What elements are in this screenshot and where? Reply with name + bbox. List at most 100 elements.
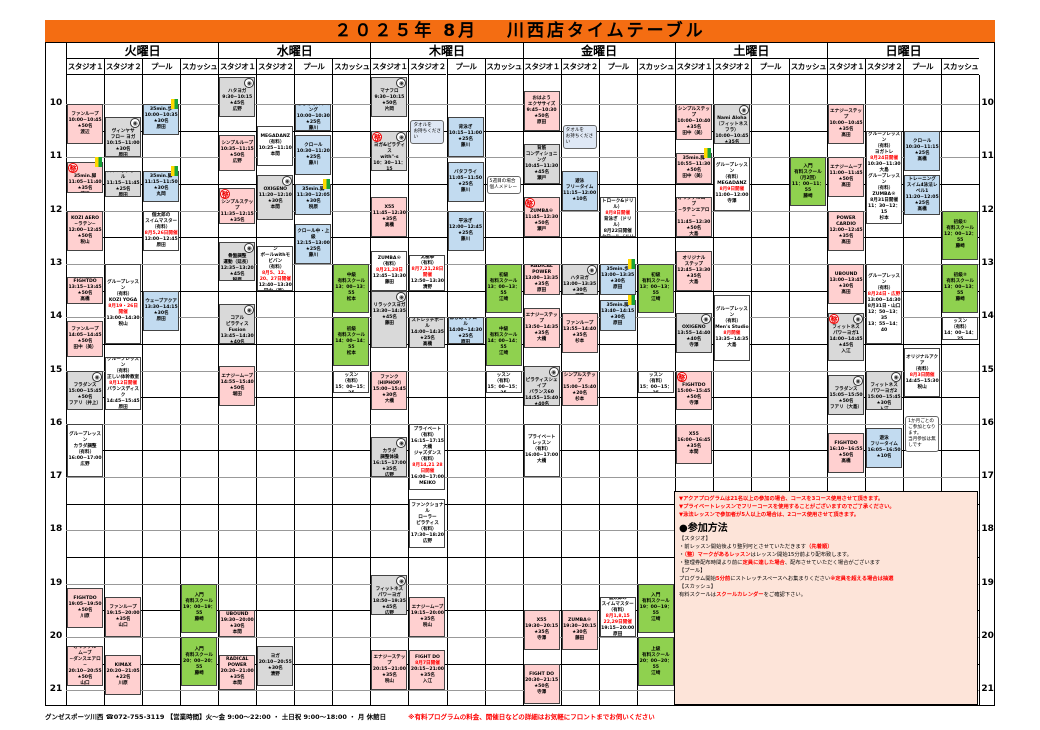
lesson-block[interactable]: 遊泳 フリータイム 11:15~12:00 ★10名 (561, 170, 598, 211)
lesson-block[interactable]: ファンループ 13:55~14:40 ★35名 杉本 (561, 312, 598, 353)
lesson-block[interactable]: KIMAX 20:20~21:05 ★22名 川原 (105, 654, 142, 695)
lesson-block[interactable]: 初級 有料スクール 13：00~13：55 江崎 (485, 263, 522, 313)
lesson-block[interactable]: POWER CARDIO 12:00~12:45 ★35名 高田 (828, 210, 865, 251)
lesson-block[interactable]: RADICAL POWER 13:00~13:35 ★35名 原田 (523, 263, 560, 295)
lesson-block[interactable]: 中級 有料スクール 13：00~13：55 松本 (333, 263, 370, 313)
lesson-block[interactable]: シンプルループ 10:35~11:15 ★50名 広野 (219, 134, 256, 171)
footprint-icon: ◉ (244, 78, 255, 89)
lesson-block[interactable]: プライベートレッスン（有料）15：00~15：25 (637, 370, 674, 393)
lesson-block[interactable]: オリジナル ステップ 12:45~13:30 ★35名 大島 (675, 250, 712, 291)
lesson-block[interactable]: プライベートレッスン（有料）15：00~15：25 (485, 370, 522, 393)
lesson-block[interactable]: ファンループ 14:05~14:45 ★50名 田中（美） (67, 321, 104, 358)
lesson-block[interactable]: 35min.脚 10:55~11:30 ★50名 田中（美） (675, 153, 712, 184)
lesson-block[interactable]: 上級 有料スクール 20：00~20：55 江崎 (637, 637, 674, 687)
lesson-block[interactable]: ZUMBA® （有料） 8月21,28日 12:45~13:30 藤田 (371, 250, 408, 291)
lesson-block[interactable]: FIGHTDO 13:15~13:45 ★50名 高橋 (67, 277, 104, 304)
lesson-block[interactable]: ZUMBA® 19:30~20:15 ★30名 藤田 (561, 610, 598, 651)
lesson-block[interactable]: リラックスヨガ 13:30~14:35 ★45名 藤田 (371, 290, 408, 349)
lesson-block[interactable]: FIGHT DO 20:30~21:15 ★50名 寺澤 (523, 663, 560, 704)
lesson-block[interactable]: UBOUND 13:00~13:45 ★30名 高田 (828, 263, 865, 304)
lesson-block[interactable]: ストレッチポール 14:00~14:35 ★25名 高橋 (409, 317, 446, 349)
lesson-block[interactable]: FIGHT DO 8月7日開催 20:15~21:00 ★35名 入江 (409, 650, 446, 691)
lesson-block[interactable]: クロール中・上級 12:15~13:00 ★25名 藤川 (295, 223, 332, 264)
lesson-block[interactable]: プライベート （有料） 16:15~17:15 大橋 ジャズダンス （有料） 8月14,21… (409, 423, 446, 491)
lesson-block[interactable]: グループレッスン （有料） Men's Studio 8月開催 13:35~14:35 大… (713, 294, 750, 362)
lesson-block[interactable]: 初級① 有料スクール 12：00~12：55 藤崎 (942, 210, 979, 260)
lesson-block[interactable]: X55 11:45~12:30 ★35名 高橋 (371, 197, 408, 238)
lesson-block[interactable]: ヴィンヤサ フロー ヨガ 10:15~11:00 ★30名 原田 (105, 117, 142, 158)
lesson-block[interactable]: 遊泳 フリータイム 16:05~16:50 ★10名 (866, 428, 903, 469)
lesson-block[interactable]: 35min.脚 11:15~11:50 ★30名 丸岡 (143, 170, 180, 202)
lesson-block[interactable]: RADICAL POWER 20:20~21:00 ★35名 本間 (219, 654, 256, 691)
lesson-block[interactable]: はじめてクロール 14:00~14:30 ★25名 原田 (447, 317, 484, 344)
lesson-block[interactable]: グループレッスン （有料） 正しい体幹教室 8月12日開催 バランスディスク 14:45~… (105, 357, 142, 411)
lesson-block[interactable]: ウェーブアクア 13:30~14:15 ★30名 原田 (143, 290, 180, 331)
lesson-block[interactable]: プライベート レッスン （有料） 16:00~17:00 大橋 (523, 423, 560, 478)
lesson-block[interactable]: FIGHTDO 16:10~16:55 ★50名 高橋 (828, 432, 865, 473)
lesson-block[interactable]: 初級 有料スクール 14：00~14：55 松本 (333, 317, 370, 367)
lesson-block[interactable]: はじめてスイミング 10:00~10:30 ★25名 藤川 (295, 104, 332, 131)
lesson-block[interactable]: 入門 有料スクール （月2回） 11：00~11：55 藤崎 (789, 157, 826, 207)
lesson-block[interactable]: ファンクショナル ローラー ピラティス （有料） 17:30~18:20 広野 (409, 499, 446, 548)
lesson-block[interactable]: 初級 有料スクール 13：00~13：55 江崎 (637, 263, 674, 313)
lesson-block[interactable]: ヨガ 20:10~20:55 ★30名 清野 (257, 646, 294, 687)
lesson-block[interactable]: シンプルステップ 10:00~10:40 ★35名 田中（美） (675, 104, 712, 140)
lesson-block[interactable]: プライベートレッスン（有料）14：00~14：25 (942, 317, 979, 340)
lesson-block[interactable]: UBOUND 19:30~20:00 ★30名 本間 (219, 610, 256, 637)
lesson-block[interactable]: 個太郎の スイムマスター （有料） 8月1,8,15 22,29日開催 19:15~20… (599, 597, 636, 637)
lesson-text: 税山 (384, 679, 395, 685)
lesson-block[interactable]: X55 19:30~20:15 ★35名 寺澤 (523, 610, 560, 651)
lesson-block[interactable]: エナジームーブ 14:55~15:40 ★50名 堀田 (219, 366, 256, 407)
lesson-block[interactable]: グループレッスン（有料）バタフライ（ストローク&ドリル）8月8日開催背泳ぎ（ドリ… (599, 197, 636, 238)
lesson-block[interactable]: 背泳ぎ 10:15~11:00 ★25名 藤川 (447, 117, 484, 158)
lesson-block[interactable]: 背筋 コンディショニング 10:45~11:30 ★45名 瀬戸 (523, 143, 560, 184)
lesson-block[interactable]: ファンループ 19:15~20:00 ★35名 山口 (105, 597, 142, 637)
lesson-block[interactable]: 入門 有料スクール 19：00~19：55 藤崎 (181, 583, 218, 633)
lesson-block[interactable]: グループレッスン （有料） ヨガトレ 8月24日開催 10:30~11:30 大島 グループ… (866, 130, 903, 224)
lesson-block[interactable]: おはよう エクササイズ 9:45~10:30 ★50名 原田 (523, 90, 560, 131)
lesson-block[interactable]: 35min.脚 11:30~12:05 ★30名 税原 (295, 183, 332, 215)
lesson-block[interactable]: トレーニング スイム4泳法レベル1 11:20~12:05 ★25名 高橋 (904, 174, 941, 215)
lesson-block[interactable]: シンプルステップ 15:00~15:40 ★20名 杉本 (561, 370, 598, 407)
lesson-block[interactable]: エナジーステップ 13:50~14:35 ★35名 大橋 (523, 308, 560, 349)
lesson-block[interactable]: MEGADANZ （有料） 10:25~11:10 本間 (257, 126, 294, 167)
lesson-block[interactable]: FIGHTDO 15:00~15:45 ★50名 寺澤 (675, 370, 712, 411)
lesson-block[interactable]: 平泳ぎ 12:00~12:45 ★25名 藤川 (447, 210, 484, 251)
lesson-block[interactable]: 入門 有料スクール 20：00~20：55 藤崎 (181, 637, 218, 687)
lesson-block[interactable]: オリジナルムーブ ~ラテンエアロ~ 11:45~12:30 ★50名 大島 (675, 197, 712, 238)
lesson-block[interactable]: ストレッチポール 11:15~11:45 ★25名 原田 (105, 170, 142, 198)
lesson-block[interactable]: Nami Aloha（フィットネスフラ）10:00~10:45★35名堀田 (713, 104, 750, 144)
lesson-block[interactable]: グループレッスン （有料） KOZI YOGA 8月19・26日開催 13:00~14:… (105, 263, 142, 344)
lesson-block[interactable]: X55 16:00~16:45 ★35名 本間 (675, 423, 712, 464)
lesson-block[interactable]: 35min.歩 13:00~13:35 ★30名 原田 (599, 263, 636, 295)
lesson-block[interactable]: 太極拳 （有料） 8月7,21,28日開催 12:50~13:30 清野 (409, 254, 446, 291)
lesson-block[interactable]: ファンループ 10:00~10:45 ★50名 渡辺 (67, 104, 104, 144)
lesson-block[interactable]: 35min.歩 10:00~10:35 ★30名 原田 (143, 104, 180, 135)
lesson-block[interactable]: オリジナルアクア （有料） 8月3日開催 14:45~15:30 税山 (904, 348, 941, 398)
lesson-block[interactable]: バタフライ 11:05~11:50 ★25名 藤川 (447, 161, 484, 202)
lesson-block[interactable]: クロール 10:30~11:15 ★25名 高橋 (904, 130, 941, 171)
lesson-block[interactable]: エナジーステップ 10:00~10:45 ★35名 高田 (828, 104, 865, 144)
lesson-block[interactable]: エナジームーブ 19:15~20:00 ★35名 税山 (409, 597, 446, 637)
lesson-block[interactable]: グループレッスン （有料） MEGADANZ 8月9日開催 11:00~12:00 寺澤 (713, 157, 750, 211)
lesson-block[interactable]: 初級② 有料スクール 13：00~13：55 藤崎 (942, 263, 979, 313)
lesson-block[interactable]: エナジーステップ 20:15~21:00 ★35名 税山 (371, 650, 408, 691)
lesson-block[interactable]: 入門 有料スクール 19：00~19：55 江崎 (637, 583, 674, 633)
lesson-block[interactable]: 35min.脚 13:40~14:15 ★30名 原田 (599, 299, 636, 331)
lesson-block[interactable]: FIGHTDO 19:05~19:50 ★50名 川原 (67, 587, 104, 628)
lesson-block[interactable]: グループレッスンボールwithモビバン（有料）8月5、12、20、27日開催12… (257, 246, 294, 291)
lesson-block[interactable]: 個太郎の スイムマスター （有料） 8月5,26日開催 12:00~12:45 原田 (143, 210, 180, 251)
lesson-block[interactable]: グループレッスン （有料） 8月24日・広野 13:00~14:30 8月31日・山口 1… (866, 263, 903, 344)
lesson-block[interactable]: KOZI AERO ~ラテン~ 12:00~12:45 ★50名 税山 (67, 210, 104, 251)
lesson-block[interactable]: 骨盤調整 運動（延長） 12:35~13:20 ★45名 税原 (219, 241, 256, 282)
lesson-block[interactable]: グループレッスン カラダ調整 （有料） 16:00~17:00 広野 (67, 423, 104, 478)
lesson-block[interactable]: エナジームーブ 11:00~11:45 ★50名 高田 (828, 157, 865, 198)
lesson-text: 上級 (651, 646, 661, 652)
lesson-block[interactable]: プライベートレッスン（有料）15：00~15：25 (333, 370, 370, 393)
lesson-block[interactable]: ファンク （HIPHOP） 15:00~15:45 ★30名 大橋 (371, 370, 408, 411)
lesson-block[interactable]: クロール 10:30~11:20 ★25名 藤川 (295, 134, 332, 175)
lesson-block[interactable]: 中級 有料スクール 14：00~14：55 江崎 (485, 317, 522, 367)
lesson-block[interactable]: オリジナル ムーブ ~ダンスエアロ~ 20:10~20:55 ★50名 山口 (67, 646, 104, 687)
